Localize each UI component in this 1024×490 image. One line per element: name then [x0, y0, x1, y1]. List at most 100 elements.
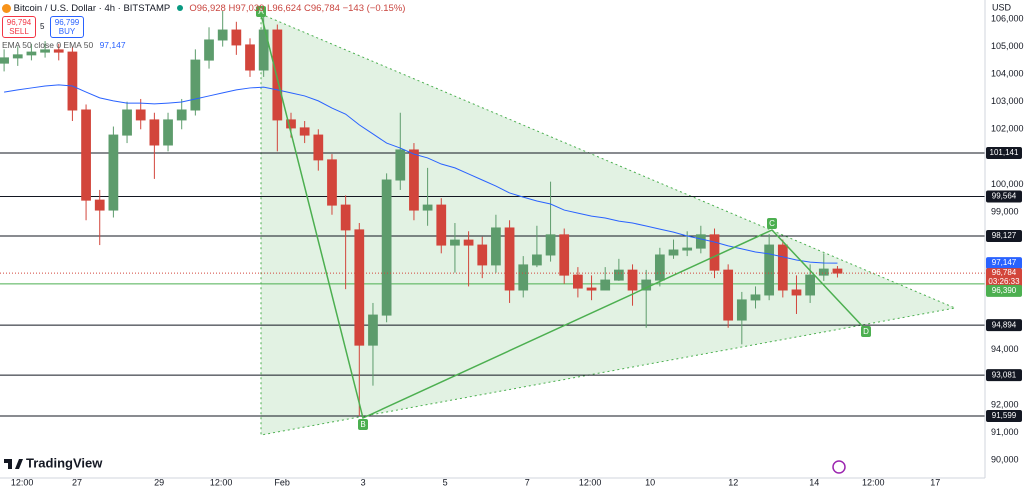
candle-body: [395, 149, 406, 181]
level-label-box: [986, 190, 1022, 203]
candle-body: [67, 51, 78, 111]
y-tick-label: 100,000: [991, 179, 1024, 189]
ohlc: O96,928: [189, 3, 226, 14]
y-tick-label: 102,000: [991, 124, 1024, 134]
x-tick-label: 12: [728, 477, 738, 487]
x-tick-label: 12:00: [579, 477, 602, 487]
candle-body: [286, 119, 296, 129]
candle-body: [40, 49, 50, 53]
level-label-box: [986, 369, 1022, 382]
x-tick-label: 12:00: [210, 477, 233, 487]
candle-body: [272, 29, 283, 121]
candle-body: [477, 244, 488, 266]
candle-body: [231, 29, 242, 46]
sell-price: 96,794: [6, 18, 32, 27]
y-tick-label: 90,000: [991, 454, 1019, 464]
level-label: 91,599: [992, 411, 1017, 420]
countdown: 03:26:33: [988, 277, 1020, 286]
level-label: 94,894: [992, 320, 1017, 329]
spread: 5: [40, 22, 45, 31]
candle-body: [26, 51, 37, 56]
brand: TradingView: [26, 455, 103, 470]
x-tick-label: 12:00: [11, 477, 34, 487]
candle-body: [258, 29, 269, 71]
candle-body: [149, 119, 160, 146]
ohlc: L96,624: [267, 3, 302, 14]
candle-body: [627, 269, 638, 291]
sell-button[interactable]: 96,794 SELL: [2, 16, 36, 38]
pattern-label: A: [258, 7, 264, 16]
x-tick-label: 7: [525, 477, 530, 487]
buy-label: BUY: [58, 27, 76, 36]
candle-body: [381, 179, 392, 316]
buy-price: 96,799: [54, 18, 80, 27]
ohlc: H97,039: [228, 3, 265, 14]
candle-body: [409, 149, 419, 211]
x-tick-label: 29: [154, 477, 164, 487]
candle-body: [573, 274, 583, 289]
logo-shape: [8, 459, 12, 469]
level-label-box: [986, 230, 1022, 243]
candle-body: [463, 239, 474, 246]
level-label-box: [986, 410, 1022, 423]
icon: [832, 460, 846, 474]
pattern-box: [861, 326, 871, 337]
candle-body: [791, 289, 802, 296]
candle-body: [600, 279, 611, 291]
candle-body: [12, 54, 23, 59]
header: Bitcoin / U.S. Dollar · 4h · BITSTAMP O9…: [2, 3, 405, 14]
candle-body: [354, 229, 365, 346]
candle-body: [176, 109, 187, 121]
support-label-box: [986, 284, 1022, 297]
level-label: 99,564: [992, 192, 1017, 201]
candle-body: [559, 234, 570, 276]
candle-body: [518, 264, 529, 291]
candle-body: [532, 254, 542, 266]
candle-body: [81, 109, 91, 201]
indicator-name: EMA 50 close 0 EMA 50: [2, 40, 94, 50]
candle-body: [163, 119, 173, 146]
y-tick-label: 94,000: [991, 344, 1019, 354]
candle-body: [750, 294, 761, 301]
candle-body: [805, 274, 816, 296]
candle-body: [327, 159, 337, 206]
ema-label-box: [986, 257, 1022, 270]
level-label: 101,141: [990, 148, 1019, 157]
candle-body: [135, 109, 146, 121]
y-tick-label: 106,000: [991, 13, 1024, 23]
pattern-label: C: [769, 219, 775, 228]
candle-body: [818, 268, 829, 276]
level-label: 93,081: [992, 370, 1017, 379]
candle-body: [682, 247, 693, 251]
last-price-box: [986, 268, 1022, 289]
candle-body: [777, 244, 788, 291]
candle-body: [450, 239, 460, 246]
ohlc-change: −143 (−0.15%): [342, 3, 406, 14]
indicator-legend: EMA 50 close 0 EMA 50 97,147: [2, 40, 126, 50]
x-tick-label: 17: [930, 477, 940, 487]
y-tick-label: 91,000: [991, 427, 1019, 437]
logo-shape: [15, 459, 23, 469]
candle-body: [436, 204, 447, 246]
logo: TradingView: [4, 455, 846, 474]
candle-body: [545, 234, 556, 256]
y-tick-label: 105,000: [991, 41, 1024, 51]
candle-body: [736, 299, 747, 321]
candle-body: [245, 44, 255, 71]
candle-body: [190, 59, 201, 111]
x-tick-label: 12:00: [862, 477, 885, 487]
candle-body: [340, 204, 351, 231]
buy-button[interactable]: 96,799 BUY: [50, 16, 84, 38]
y-tick-label: 104,000: [991, 69, 1024, 79]
candle-body: [122, 109, 132, 136]
x-tick-label: Feb: [274, 477, 290, 487]
candle-body: [504, 227, 515, 291]
candle-body: [53, 49, 64, 53]
candle-body: [204, 39, 214, 61]
candle-body: [94, 199, 105, 211]
candle-body: [491, 227, 501, 266]
pattern-labels: A B C D: [256, 6, 871, 430]
x-tick-label: 27: [72, 477, 82, 487]
